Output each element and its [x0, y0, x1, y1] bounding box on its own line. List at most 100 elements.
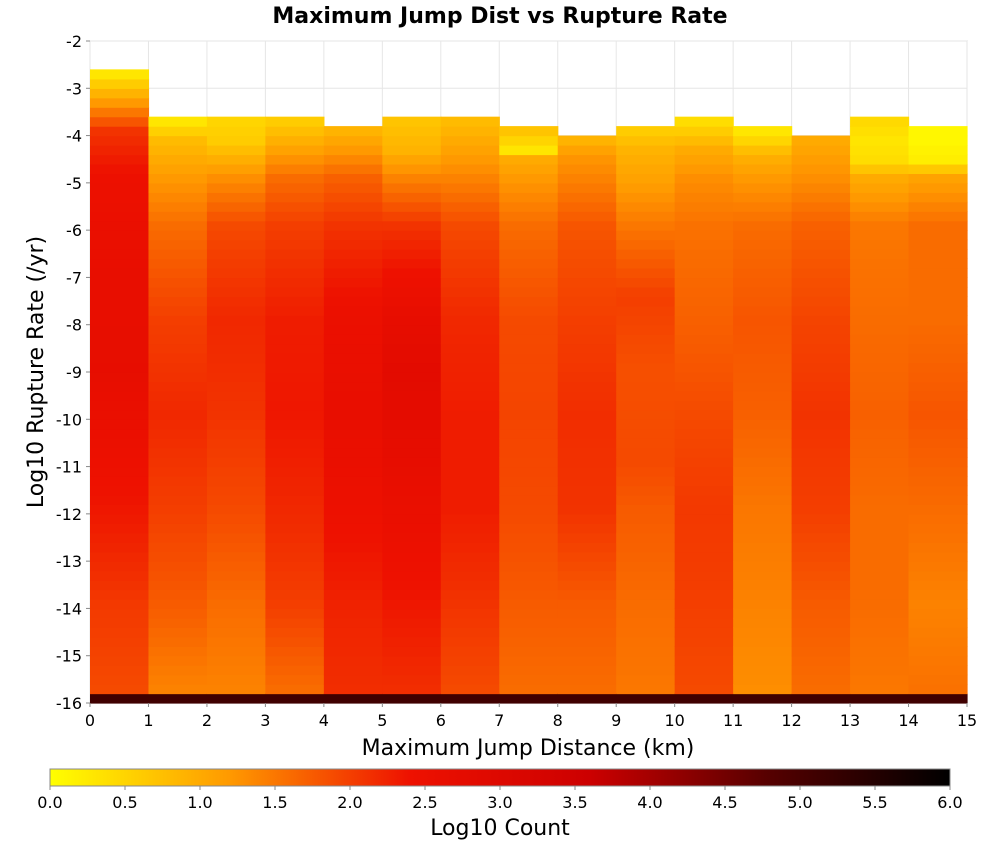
- heatmap-cell: [206, 343, 266, 354]
- heatmap-cell: [674, 353, 734, 364]
- heatmap-cell: [206, 466, 266, 477]
- heatmap-cell: [850, 154, 910, 165]
- heatmap-cell: [557, 494, 617, 505]
- heatmap-cell: [557, 561, 617, 572]
- heatmap-cell: [440, 230, 500, 241]
- heatmap-cell: [206, 457, 266, 468]
- x-tick-label: 10: [664, 711, 684, 730]
- heatmap-cell: [323, 561, 383, 572]
- heatmap-cell: [674, 334, 734, 345]
- heatmap-cell: [440, 523, 500, 534]
- heatmap-cell: [265, 249, 325, 260]
- heatmap-cell: [850, 523, 910, 534]
- heatmap-cell: [733, 476, 793, 487]
- heatmap-cell: [850, 145, 910, 156]
- heatmap-cell: [557, 523, 617, 534]
- heatmap-cell: [440, 627, 500, 638]
- heatmap-cell: [382, 476, 442, 487]
- heatmap-cell: [265, 239, 325, 250]
- heatmap-cell: [323, 201, 383, 212]
- heatmap-cell: [557, 504, 617, 515]
- heatmap-cell: [265, 362, 325, 373]
- heatmap-cell: [90, 684, 150, 695]
- heatmap-cell: [90, 97, 150, 108]
- heatmap-cell: [148, 201, 208, 212]
- heatmap-cell: [791, 513, 851, 524]
- heatmap-cell: [791, 154, 851, 165]
- heatmap-cell: [850, 116, 910, 127]
- heatmap-cell: [557, 145, 617, 156]
- y-tick-label: -16: [56, 694, 82, 713]
- heatmap-cell: [733, 126, 793, 137]
- heatmap-cell: [382, 211, 442, 222]
- heatmap-cell: [206, 126, 266, 137]
- heatmap-cell: [908, 570, 968, 581]
- heatmap-cell: [908, 334, 968, 345]
- heatmap-cell: [90, 305, 150, 316]
- heatmap-cell: [323, 608, 383, 619]
- heatmap-cell: [616, 523, 676, 534]
- heatmap-cell: [499, 684, 559, 695]
- heatmap-cell: [382, 362, 442, 373]
- heatmap-cell: [206, 258, 266, 269]
- heatmap-cell: [323, 220, 383, 231]
- heatmap-cell: [382, 684, 442, 695]
- heatmap-cell: [265, 476, 325, 487]
- heatmap-cell: [499, 249, 559, 260]
- colorbar-tick-label: 0.0: [37, 793, 62, 812]
- heatmap-cell: [791, 494, 851, 505]
- heatmap-cell: [674, 693, 734, 704]
- heatmap-cell: [791, 684, 851, 695]
- heatmap-cell: [382, 457, 442, 468]
- heatmap-cell: [674, 315, 734, 326]
- y-tick-label: -8: [66, 316, 82, 335]
- heatmap-cell: [148, 390, 208, 401]
- heatmap-cell: [206, 674, 266, 685]
- heatmap-cell: [908, 693, 968, 704]
- heatmap-cell: [323, 674, 383, 685]
- heatmap-cell: [206, 523, 266, 534]
- colorbar-tick-label: 1.5: [262, 793, 287, 812]
- heatmap-cell: [206, 532, 266, 543]
- heatmap-cell: [323, 598, 383, 610]
- heatmap-cell: [733, 230, 793, 241]
- heatmap-cell: [733, 523, 793, 534]
- heatmap-cell: [265, 532, 325, 543]
- heatmap-cell: [323, 684, 383, 695]
- x-tick-label: 9: [611, 711, 621, 730]
- heatmap-cell: [733, 646, 793, 657]
- heatmap-cell: [148, 116, 208, 127]
- heatmap-cell: [499, 646, 559, 657]
- x-tick-label: 11: [723, 711, 743, 730]
- heatmap-cell: [499, 627, 559, 638]
- heatmap-cell: [265, 693, 325, 704]
- heatmap-cell: [265, 390, 325, 401]
- heatmap-cell: [791, 598, 851, 610]
- heatmap-cell: [908, 674, 968, 685]
- heatmap-cell: [557, 551, 617, 562]
- colorbar-tick-label: 5.5: [862, 793, 887, 812]
- heatmap-cell: [557, 476, 617, 487]
- heatmap-cell: [382, 305, 442, 316]
- heatmap-cell: [440, 409, 500, 420]
- heatmap-cell: [440, 324, 500, 335]
- heatmap-cell: [674, 372, 734, 383]
- heatmap-cell: [850, 353, 910, 364]
- heatmap-cell: [206, 390, 266, 401]
- heatmap-cell: [382, 513, 442, 524]
- heatmap-cell: [850, 390, 910, 401]
- heatmap-cell: [499, 400, 559, 411]
- heatmap-cell: [382, 296, 442, 307]
- heatmap-cell: [323, 646, 383, 657]
- heatmap-cell: [674, 286, 734, 297]
- heatmap-cell: [323, 249, 383, 260]
- heatmap-cell: [733, 334, 793, 345]
- heatmap-cell: [148, 580, 208, 591]
- heatmap-cell: [791, 589, 851, 600]
- heatmap-cell: [850, 608, 910, 619]
- heatmap-cell: [499, 447, 559, 458]
- heatmap-cell: [616, 636, 676, 647]
- heatmap-cell: [206, 145, 266, 156]
- heatmap-cell: [791, 409, 851, 420]
- heatmap-cell: [733, 324, 793, 335]
